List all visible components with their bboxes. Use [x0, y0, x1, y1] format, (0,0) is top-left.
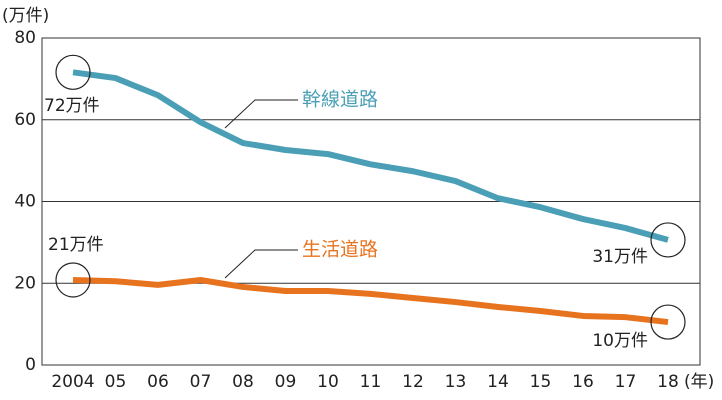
x-tick-label: 05 [105, 372, 127, 392]
series-label: 生活道路 [302, 239, 378, 261]
line-series [72, 69, 669, 243]
x-tick-label: 06 [147, 372, 169, 392]
leader-line [224, 249, 298, 279]
x-tick-label: 12 [402, 372, 424, 392]
x-tick-label: 18 [657, 372, 679, 392]
x-tick-label: 15 [530, 372, 552, 392]
y-tick-label: 20 [14, 273, 36, 293]
x-unit-label: (年) [684, 372, 714, 392]
leader-line [224, 99, 298, 129]
annotation: 21万件 [48, 235, 104, 255]
x-tick-label: 14 [487, 372, 509, 392]
y-tick-label: 80 [14, 28, 36, 48]
annotation: 31万件 [592, 247, 648, 267]
y-tick-label: 60 [14, 110, 36, 130]
x-tick-label: 13 [445, 372, 467, 392]
highlight-circle [55, 54, 91, 90]
y-tick-label: 0 [25, 355, 36, 375]
x-tick-label: 08 [232, 372, 254, 392]
highlight-circle [650, 304, 686, 340]
series-label: 幹線道路 [302, 89, 378, 111]
annotation: 10万件 [592, 331, 648, 351]
x-tick-label: 10 [317, 372, 339, 392]
x-tick-label: 09 [275, 372, 297, 392]
y-tick-label: 40 [14, 192, 36, 212]
highlight-circle [55, 262, 91, 298]
line-series [72, 276, 669, 326]
x-tick-label: 07 [190, 372, 212, 392]
plot-frame [41, 37, 701, 366]
annotation: 72万件 [44, 96, 100, 116]
highlight-circle [650, 222, 686, 258]
x-tick-label: 2004 [51, 372, 94, 392]
x-tick-label: 16 [572, 372, 594, 392]
x-tick-label: 11 [360, 372, 382, 392]
y-unit-label: (万件) [2, 6, 49, 26]
x-tick-label: 17 [615, 372, 637, 392]
